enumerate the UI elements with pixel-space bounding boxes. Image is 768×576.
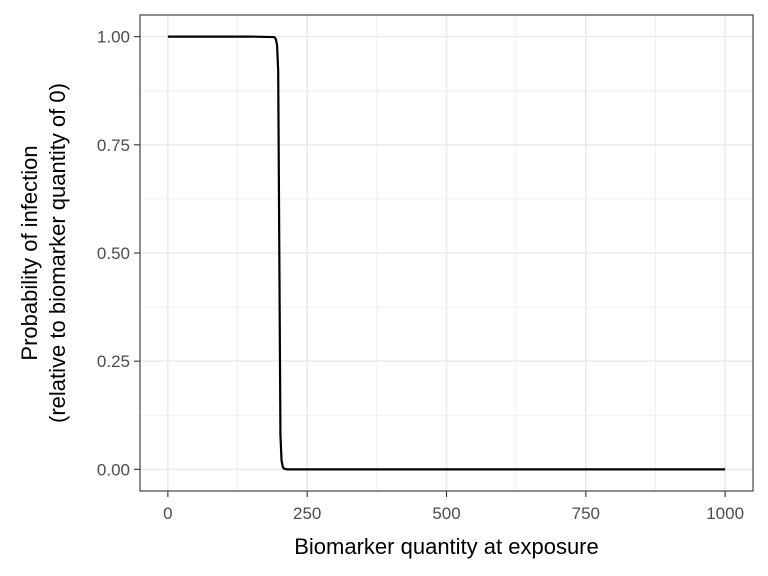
series-line (167, 35, 726, 471)
x-tick-label: 0 (163, 504, 172, 523)
y-tick-label: 1.00 (97, 28, 130, 47)
x-axis-title: Biomarker quantity at exposure (294, 534, 599, 559)
y-tick-label: 0.75 (97, 136, 130, 155)
y-tick-label: 0.25 (97, 352, 130, 371)
y-tick-label: 0.00 (97, 460, 130, 479)
tick-labels: 0 250 500 750 1000 0.00 0.25 0.50 0.75 1.00 (97, 28, 744, 523)
major-gridlines (140, 15, 753, 491)
x-tick-label: 750 (572, 504, 600, 523)
x-tick-label: 500 (432, 504, 460, 523)
axis-ticks (134, 36, 726, 497)
y-axis-title-group: Probability of infection (relative to bi… (17, 83, 70, 423)
y-axis-title-line1: Probability of infection (17, 145, 42, 360)
series-layer (167, 35, 726, 471)
y-tick-label: 0.50 (97, 244, 130, 263)
x-tick-label: 250 (293, 504, 321, 523)
x-tick-label: 1000 (706, 504, 744, 523)
y-axis-title-line2: (relative to biomarker quantity of 0) (45, 83, 70, 423)
